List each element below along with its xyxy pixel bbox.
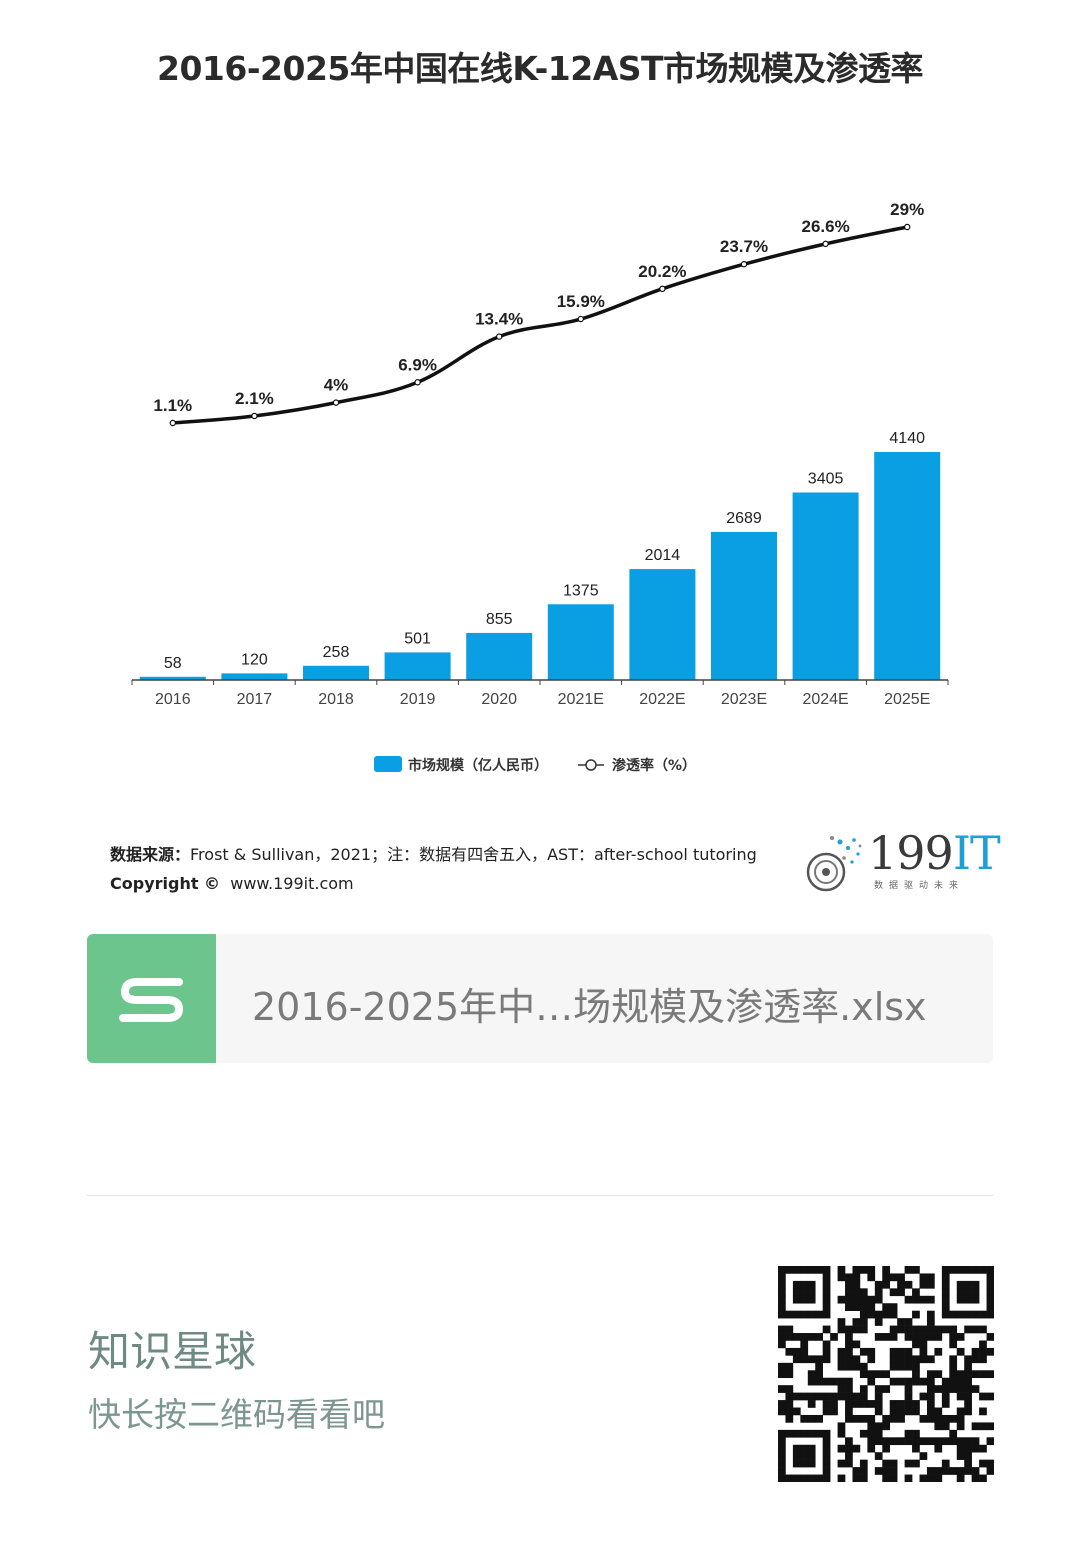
x-tick-label-2024E: 2024E	[802, 691, 848, 708]
legend: 市场规模（亿人民币） 渗透率（%）	[374, 756, 696, 774]
line-label-2021E: 15.9%	[557, 292, 605, 311]
bar-2017	[221, 673, 288, 680]
line-point-2018	[332, 399, 340, 406]
line-label-2025E: 29%	[890, 200, 924, 219]
x-tick-label-2019: 2019	[400, 691, 436, 708]
line-point-2017	[251, 412, 258, 420]
bar-label-2020: 855	[486, 611, 513, 628]
legend-bar-swatch	[374, 756, 402, 772]
attachment-card[interactable]: 2016-2025年中…场规模及渗透率.xlsx	[87, 934, 993, 1063]
logo-text-main: 199	[868, 826, 954, 880]
bar-label-2017: 120	[241, 651, 268, 668]
penetration-line	[172, 225, 908, 425]
source-label: 数据来源：	[110, 845, 191, 864]
bar-2016	[139, 676, 206, 680]
bar-label-2022E: 2014	[645, 547, 681, 564]
bar-2019	[384, 652, 451, 680]
dandelion-logo-icon	[806, 836, 862, 892]
x-tick-label-2018: 2018	[318, 691, 354, 708]
x-tick-label-2022E: 2022E	[639, 691, 685, 708]
bar-label-2018: 258	[323, 644, 350, 661]
x-tick-label-2020: 2020	[481, 691, 517, 708]
bar-2024E	[792, 492, 859, 680]
bar-2025E	[874, 452, 941, 680]
bar-2023E	[711, 531, 777, 680]
divider	[87, 1195, 993, 1196]
line-point-2019	[414, 379, 421, 386]
line-label-2017: 2.1%	[235, 389, 274, 408]
promo-subtitle: 快长按二维码看看吧	[88, 1395, 385, 1434]
line-label-2020: 13.4%	[475, 310, 523, 329]
site-url[interactable]: www.199it.com	[230, 874, 354, 893]
logo-subtitle: 数据驱动未来	[874, 881, 965, 891]
promo-title: 知识星球	[88, 1327, 257, 1376]
line-point-2016	[169, 419, 176, 427]
line-label-2023E: 23.7%	[720, 237, 768, 256]
line-label-2016: 1.1%	[153, 396, 192, 415]
bar-label-2024E: 3405	[808, 470, 844, 487]
bar-2021E	[547, 604, 614, 680]
line-point-2025E	[904, 223, 911, 231]
bar-2018	[303, 665, 369, 680]
chart-title: 2016-2025年中国在线K-12AST市场规模及渗透率	[156, 49, 924, 88]
x-tick-label-2023E: 2023E	[721, 691, 767, 708]
line-label-2024E: 26.6%	[801, 217, 849, 236]
bar-2020	[466, 632, 533, 680]
legend-bar-label: 市场规模（亿人民币）	[408, 757, 548, 774]
line-point-2024E	[822, 240, 829, 248]
x-tick-label-2017: 2017	[237, 691, 273, 708]
spreadsheet-s-icon	[87, 934, 216, 1063]
line-label-2022E: 20.2%	[638, 262, 686, 281]
line-label-2019: 6.9%	[398, 355, 437, 374]
bar-label-2019: 501	[404, 630, 431, 647]
logo-199it: 199IT 数据驱动未来	[800, 826, 1001, 894]
attachment-filename: 2016-2025年中…场规模及渗透率.xlsx	[252, 985, 927, 1029]
source-note: 数据来源：Frost & Sullivan，2021；注：数据有四舍五入，AST…	[110, 840, 757, 898]
bar-label-2021E: 1375	[563, 582, 599, 599]
bar-2022E	[629, 569, 696, 680]
line-point-2023E	[740, 261, 748, 268]
line-point-2022E	[659, 285, 666, 293]
legend-line-label: 渗透率（%）	[612, 757, 696, 774]
line-point-2020	[496, 333, 503, 340]
bar-label-2025E: 4140	[889, 430, 925, 447]
logo-text-accent: IT	[952, 826, 1001, 880]
qr-code-icon[interactable]	[778, 1266, 994, 1482]
logo-text: 199IT	[868, 826, 1001, 880]
line-label-2018: 4%	[324, 376, 349, 395]
copyright-label: Copyright ©	[110, 874, 221, 893]
x-tick-label-2016: 2016	[155, 691, 191, 708]
legend-line-marker	[585, 759, 597, 771]
line-point-2021E	[577, 315, 585, 323]
bar-label-2023E: 2689	[726, 510, 762, 527]
x-tick-label-2025E: 2025E	[884, 691, 930, 708]
source-text: Frost & Sullivan，2021；注：数据有四舍五入，AST：afte…	[190, 845, 757, 864]
chart: 1.1% 2.1% 4% 6.9% 13.4% 15.9% 20.2% 23.7% 26.6% 2…	[131, 200, 949, 774]
bar-label-2016: 58	[164, 655, 182, 672]
x-tick-label-2021E: 2021E	[558, 691, 604, 708]
